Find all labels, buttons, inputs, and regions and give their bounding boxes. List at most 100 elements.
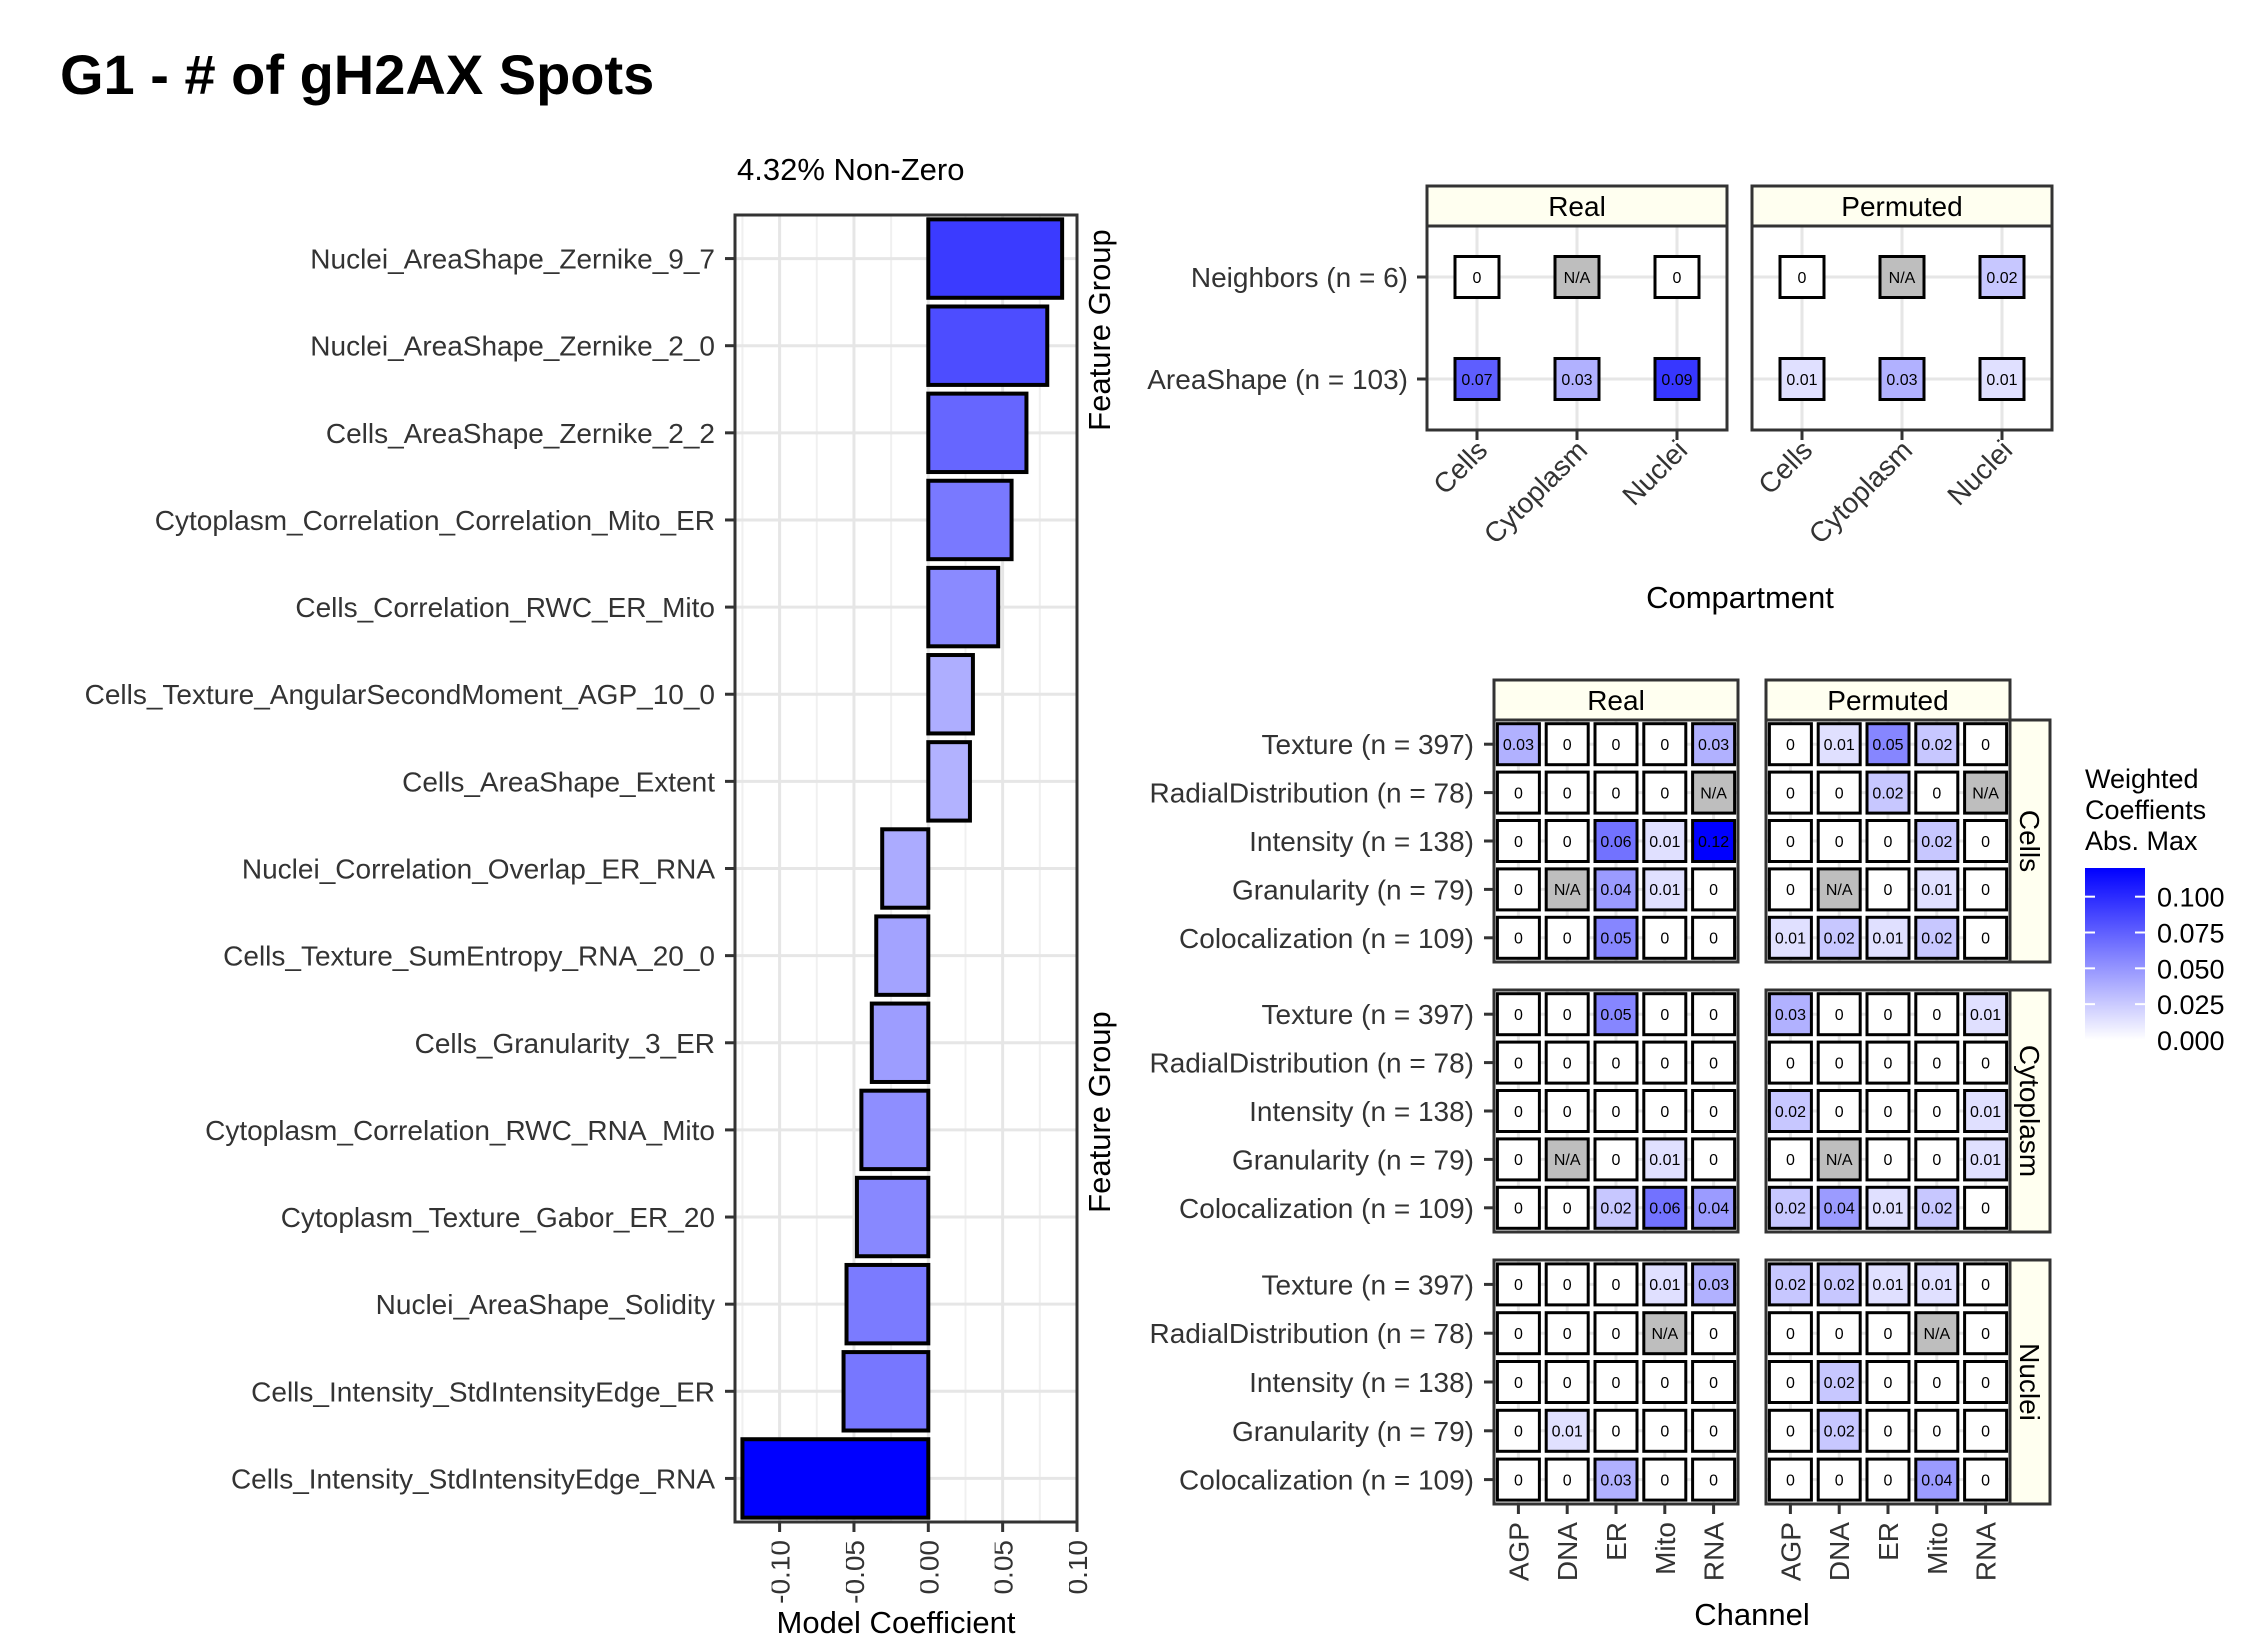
heatmap-cell	[1767, 867, 1813, 912]
heatmap-cell	[1963, 867, 2009, 912]
heatmap-cell-label: 0	[1981, 1326, 1990, 1343]
heatmap-cell	[1453, 357, 1501, 401]
heatmap-cell-label: 0	[1473, 270, 1482, 287]
heatmap-cell	[1963, 1185, 2009, 1230]
heatmap-cell	[1642, 1457, 1688, 1502]
heatmap-cell	[1691, 1137, 1737, 1182]
heatmap-cell	[1816, 1408, 1862, 1453]
heatmap-cell	[1691, 1040, 1737, 1085]
heatmap-cell	[1865, 1360, 1911, 1404]
main-title: G1 - # of gH2AX Spots	[60, 43, 655, 106]
heatmap-cell-label: 0	[1660, 1104, 1669, 1121]
heatmap-cell	[1865, 915, 1911, 960]
heatmap-cell	[1495, 722, 1541, 767]
heatmap-cell-label: 0.01	[1872, 1277, 1903, 1294]
heatmap-cell	[1914, 722, 1960, 767]
heatmap-cell	[1593, 867, 1639, 912]
heatmap-cell	[1495, 770, 1541, 815]
heatmap-cell	[1865, 722, 1911, 767]
heatmap-cell	[1865, 1137, 1911, 1182]
heatmap-cell-label: 0	[1709, 1055, 1718, 1072]
heatmap-cell-label: 0	[1835, 834, 1844, 851]
bar-category-label: Nuclei_AreaShape_Solidity	[376, 1289, 715, 1320]
heatmap-cell	[1642, 1408, 1688, 1453]
heatmap-cell	[1691, 867, 1737, 912]
heatmap-cell	[1963, 1137, 2009, 1182]
heatmap-cell-label: 0	[1514, 882, 1523, 899]
heatmap-cell-label: 0	[1563, 1201, 1572, 1218]
compartment-x-tick-label: Cytoplasm	[1478, 434, 1593, 549]
coefficient-bar	[874, 914, 931, 997]
heatmap-cell	[1495, 1262, 1541, 1307]
heatmap-cell	[1816, 1262, 1862, 1307]
heatmap-cell	[1963, 1262, 2009, 1307]
heatmap-cell	[1495, 867, 1541, 912]
bar-x-tick-label: 0.05	[988, 1540, 1019, 1595]
compartment-x-tick-label: Cells	[1427, 434, 1493, 500]
heatmap-cell-label: 0	[1786, 1375, 1795, 1392]
heatmap-cell-label: 0	[1514, 1104, 1523, 1121]
heatmap-cell-label: 0.01	[1786, 372, 1817, 389]
heatmap-cell-label: 0	[1884, 1472, 1893, 1489]
heatmap-cell	[1593, 1408, 1639, 1453]
legend-tick-label: 0.050	[2157, 954, 2225, 984]
heatmap-cell-label: 0.02	[1775, 1104, 1806, 1121]
heatmap-cell	[1816, 819, 1862, 863]
heatmap-cell-label: 0	[1884, 1375, 1893, 1392]
heatmap-cell	[1865, 1089, 1911, 1133]
heatmap-cell	[1914, 1262, 1960, 1307]
heatmap-cell-label: 0.01	[1649, 1152, 1680, 1169]
compartment-y-tick-label: AreaShape (n = 103)	[1147, 364, 1408, 395]
bar-x-tick-label: 0.00	[913, 1540, 944, 1595]
facet-strip-label: Permuted	[1827, 685, 1948, 716]
coefficient-bar	[926, 478, 1014, 562]
heatmap-cell	[1865, 1408, 1911, 1453]
bar-category-label: Cells_AreaShape_Zernike_2_2	[326, 418, 715, 449]
heatmap-cell-label: 0.02	[1986, 270, 2017, 287]
heatmap-cell	[1963, 1457, 2009, 1502]
heatmap-cell-label: N/A	[1564, 270, 1591, 287]
heatmap-cell	[1691, 819, 1737, 863]
heatmap-cell	[1816, 1137, 1862, 1182]
heatmap-cell-label: 0	[1612, 737, 1621, 754]
facet-strip-label: Real	[1548, 191, 1606, 222]
channel-y-tick-label: Colocalization (n = 109)	[1179, 1465, 1474, 1496]
heatmap-cell	[1914, 992, 1960, 1037]
channel-y-tick-label: RadialDistribution (n = 78)	[1150, 1048, 1475, 1079]
facet-strip	[1425, 184, 1729, 228]
heatmap-cell-label: 0.12	[1698, 834, 1729, 851]
heatmap-cell-label: 0	[1932, 1007, 1941, 1024]
heatmap-cell-label: 0.01	[1970, 1152, 2001, 1169]
channel-y-tick-label: Granularity (n = 79)	[1232, 874, 1474, 905]
heatmap-cell	[1914, 915, 1960, 960]
heatmap-cell-label: 0	[1709, 1326, 1718, 1343]
heatmap-cell-label: 0	[1709, 1152, 1718, 1169]
heatmap-cell-label: 0	[1612, 1326, 1621, 1343]
heatmap-cell-label: 0.01	[1921, 882, 1952, 899]
heatmap-cell	[1544, 770, 1590, 815]
heatmap-cell-label: N/A	[1826, 882, 1853, 899]
heatmap-cell	[1978, 357, 2026, 401]
heatmap-cell-label: 0.04	[1921, 1472, 1952, 1489]
heatmap-cell-label: 0.04	[1600, 882, 1631, 899]
heatmap-cell-label: 0	[1563, 1007, 1572, 1024]
heatmap-cell-label: N/A	[1972, 785, 1999, 802]
heatmap-cell	[1593, 1185, 1639, 1230]
compartment-x-tick-label: Cytoplasm	[1803, 434, 1918, 549]
heatmap-cell	[1767, 1040, 1813, 1085]
heatmap-cell-label: 0	[1660, 785, 1669, 802]
heatmap-cell	[1767, 915, 1813, 960]
heatmap-cell	[1593, 1360, 1639, 1404]
heatmap-cell	[1642, 1185, 1688, 1230]
heatmap-cell-label: N/A	[1889, 270, 1916, 287]
heatmap-cell	[1642, 770, 1688, 815]
heatmap-cell	[1816, 1311, 1862, 1356]
channel-x-tick-label: Mito	[1650, 1522, 1681, 1575]
bar-category-label: Cells_Texture_AngularSecondMoment_AGP_10…	[85, 679, 715, 710]
heatmap-cell	[1642, 1040, 1688, 1085]
bar-category-label: Cytoplasm_Texture_Gabor_ER_20	[281, 1202, 715, 1233]
heatmap-cell	[1816, 915, 1862, 960]
heatmap-cell	[1593, 1262, 1639, 1307]
heatmap-cell-label: 0.02	[1921, 1201, 1952, 1218]
